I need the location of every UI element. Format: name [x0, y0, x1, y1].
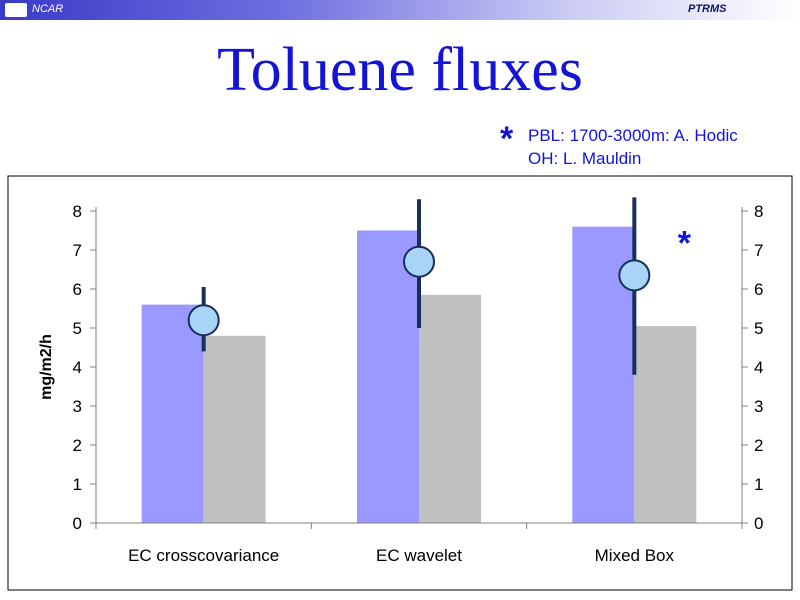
x-tick-label: EC crosscovariance	[128, 546, 279, 565]
slide-title: Toluene fluxes	[217, 36, 583, 104]
y-tick-label-right: 3	[754, 397, 763, 416]
note-oh: OH: L. Mauldin	[528, 149, 642, 168]
note-pbl: PBL: 1700-3000m: A. Hodic	[528, 126, 738, 145]
bar-series2-1	[203, 335, 266, 523]
y-tick-label-right: 6	[754, 280, 763, 299]
x-tick-label: EC wavelet	[376, 546, 462, 565]
product-label: PTRMS	[688, 3, 727, 15]
y-tick-label-right: 0	[754, 514, 763, 533]
y-tick-label-right: 1	[754, 475, 763, 494]
y-tick-label-right: 4	[754, 358, 763, 377]
bar-series1-1	[141, 304, 204, 523]
x-tick-label: Mixed Box	[595, 546, 675, 565]
point-marker-2	[403, 245, 435, 278]
point-marker-1	[187, 304, 220, 337]
y-tick-label-left: 8	[73, 202, 82, 221]
bar-series1-2	[357, 230, 419, 523]
brand-label: NCAR	[32, 3, 64, 15]
y-tick-label-left: 5	[73, 319, 82, 338]
y-tick-label-right: 2	[754, 436, 763, 455]
y-tick-label-left: 3	[73, 397, 82, 416]
chart-annotation-asterisk: *	[678, 225, 692, 263]
point-marker-3	[618, 259, 651, 292]
y-tick-label-left: 2	[73, 436, 82, 455]
y-tick-label-left: 4	[73, 358, 82, 377]
bar-series2-2	[419, 294, 481, 523]
y-tick-label-left: 1	[73, 475, 82, 494]
y-tick-label-right: 7	[754, 241, 763, 260]
y-tick-label-left: 0	[73, 514, 82, 533]
header-bar: NCAR PTRMS	[0, 0, 800, 20]
y-tick-label-left: 6	[73, 280, 82, 299]
y-tick-label-left: 7	[73, 241, 82, 260]
ncar-logo-icon	[5, 3, 27, 17]
bar-series2-3	[634, 326, 697, 523]
y-tick-label-right: 5	[754, 319, 763, 338]
y-axis-label: mg/m2/h	[38, 334, 55, 400]
note-asterisk: *	[500, 120, 514, 158]
y-tick-label-right: 8	[754, 202, 763, 221]
